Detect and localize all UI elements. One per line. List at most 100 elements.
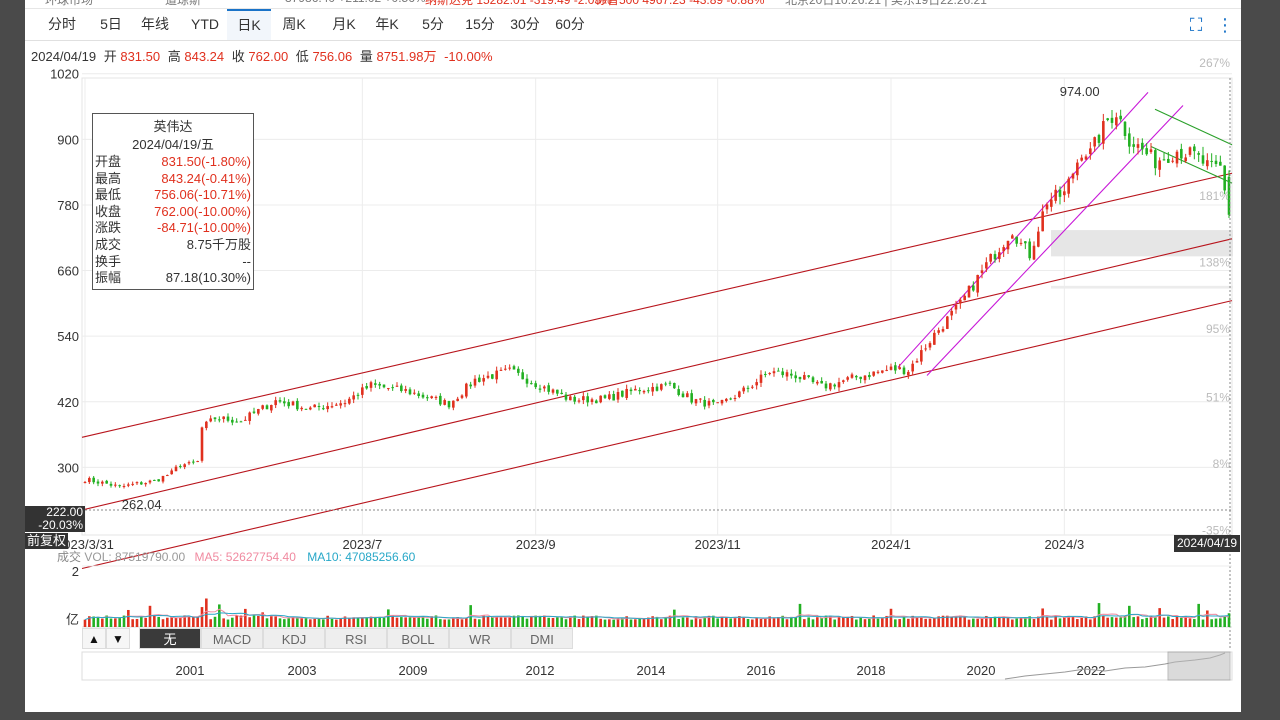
candle-body	[998, 252, 1001, 259]
indicator-tab-0[interactable]: 无	[139, 628, 201, 649]
volume-bar	[950, 617, 953, 627]
volume-bar	[374, 617, 377, 627]
volume-bar	[625, 616, 628, 627]
indicator-tab-3[interactable]: RSI	[325, 628, 387, 649]
candle-body	[651, 386, 654, 392]
volume-bar	[846, 616, 849, 627]
indicator-tab-4[interactable]: BOLL	[387, 628, 449, 649]
indicator-tab-6[interactable]: DMI	[511, 628, 573, 649]
volume-bar	[252, 615, 256, 627]
indicator-tab-2[interactable]: KDJ	[263, 628, 325, 649]
info-row: 最低 756.06(-10.71%)	[93, 187, 253, 204]
info-row-value: 8.75千万股	[186, 236, 251, 252]
candle-body	[889, 366, 893, 370]
tab-4[interactable]: 日K	[227, 9, 271, 40]
green-channel-line	[1154, 108, 1233, 146]
volume-bar	[309, 619, 312, 627]
info-row-label: 涨跌	[95, 220, 122, 236]
candle-body	[694, 399, 698, 404]
volume-bar	[300, 618, 303, 627]
volume-bar	[967, 619, 971, 627]
candle-body	[148, 480, 152, 483]
volume-ma10: MA10: 47085256.60	[307, 550, 416, 564]
volume-bar	[1149, 616, 1153, 627]
candle-body	[404, 389, 407, 391]
volume-bar	[361, 618, 364, 627]
tab-8[interactable]: 5分	[422, 16, 444, 32]
tab-11[interactable]: 60分	[555, 16, 585, 32]
candle-body	[109, 483, 113, 486]
candle-body	[850, 374, 854, 378]
candle-body	[577, 400, 581, 402]
candle-body	[963, 295, 966, 301]
cursor-pct: -20.03%	[38, 518, 83, 532]
pct-tick-label: 95%	[1206, 322, 1230, 336]
candle-body	[616, 392, 620, 400]
tab-7[interactable]: 年K	[375, 16, 399, 32]
indicator-tab-5[interactable]: WR	[449, 628, 511, 649]
candle-body	[876, 371, 880, 373]
volume-bar	[508, 616, 511, 627]
candle-body	[543, 386, 546, 389]
candle-body	[547, 385, 550, 392]
ticker-item: 纳斯达克 15282.01 -319.49 -2.05%	[425, 0, 612, 7]
tab-9[interactable]: 15分	[465, 16, 495, 32]
tab-0[interactable]: 分时	[48, 16, 76, 32]
candle-body	[478, 377, 481, 382]
candle-body	[1167, 158, 1170, 163]
volume-bar	[92, 616, 95, 627]
tab-2[interactable]: 年线	[141, 16, 169, 32]
candle-body	[720, 399, 724, 404]
volume-bar	[794, 617, 797, 627]
tab-1[interactable]: 5日	[100, 16, 122, 32]
volume-bar	[768, 616, 771, 627]
tab-10[interactable]: 30分	[510, 16, 540, 32]
collapse-icon[interactable]: ⛶	[1189, 15, 1203, 35]
candle-body	[335, 404, 338, 406]
ticker-item: 北京20日10:26:21 | 美东19日22:26:21	[785, 0, 987, 7]
candle-body	[83, 482, 87, 484]
candle-body	[369, 382, 373, 388]
candle-body	[625, 388, 628, 398]
candle-body	[434, 396, 438, 398]
volume-bar	[889, 608, 893, 627]
volume-bar	[257, 615, 260, 627]
tab-6[interactable]: 月K	[332, 16, 356, 32]
candle-body	[499, 369, 503, 371]
volume-bar	[1158, 608, 1161, 627]
tab-3[interactable]: YTD	[191, 16, 219, 32]
info-row-label: 成交	[95, 236, 122, 252]
volume-bar	[868, 618, 871, 627]
candle-body	[716, 402, 719, 404]
scroll-up-icon[interactable]: ▲	[82, 628, 106, 649]
pct-tick-label: -35%	[1202, 524, 1230, 538]
indicator-tab-1[interactable]: MACD	[201, 628, 263, 649]
chart-canvas[interactable]: 1020 900 780 660 540 420 300 267% 181% 138% 95% 51%…	[25, 0, 1241, 712]
candle-body	[972, 285, 975, 291]
volume-bar	[400, 617, 403, 627]
candle-body	[326, 406, 329, 410]
volume-bar	[131, 619, 134, 627]
channel-line	[81, 238, 1233, 511]
tab-5[interactable]: 周K	[282, 16, 306, 32]
volume-bar	[690, 619, 693, 627]
more-menu-icon[interactable]: ⋮	[1216, 15, 1234, 35]
candle-body	[1197, 153, 1200, 155]
volume-bar	[755, 617, 758, 627]
scroll-down-icon[interactable]: ▼	[106, 628, 130, 649]
volume-header: 成交 VOL: 87519790.00 MA5: 52627754.40 MA1…	[57, 548, 415, 565]
candle-body	[1188, 147, 1192, 155]
volume-bar	[803, 619, 806, 627]
volume-bar	[729, 618, 732, 627]
volume-bar	[707, 615, 711, 627]
candle-body	[612, 393, 615, 401]
candle-body	[1041, 211, 1044, 232]
volume-bar	[638, 618, 641, 627]
volume-bar	[283, 619, 286, 627]
volume-bar	[1154, 617, 1157, 627]
volume-bar	[668, 615, 672, 627]
volume-bar	[651, 616, 654, 627]
volume-bar	[612, 619, 615, 627]
overview-frame	[81, 651, 1233, 681]
fuquan-badge[interactable]: 前复权	[25, 533, 69, 549]
